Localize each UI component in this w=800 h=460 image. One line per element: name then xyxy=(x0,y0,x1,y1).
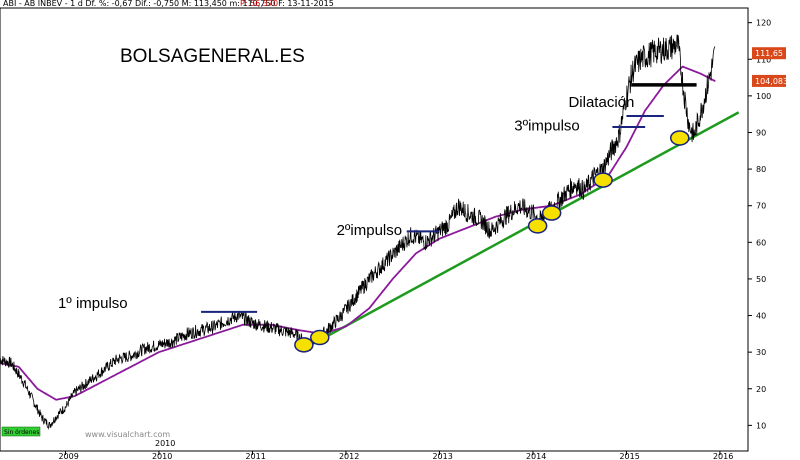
y-tick-label: 110 xyxy=(756,55,771,64)
annotation-label: 2ºimpulso xyxy=(337,222,403,239)
sin-ordenes-badge: Sin órdenes xyxy=(1,426,41,437)
price-badges: 104,083 111,65 xyxy=(752,47,788,87)
y-tick-label: 40 xyxy=(756,312,766,321)
y-tick-label: 20 xyxy=(756,385,766,394)
y-tick-label: 60 xyxy=(756,238,766,247)
x-tick-label: 2013 xyxy=(432,452,452,460)
support-circle xyxy=(294,337,314,353)
y-tick-label: 120 xyxy=(756,19,771,28)
x-axis: 2009 2010 2011 2012 2013 2014 2015 2016 xyxy=(58,451,733,460)
y-tick-label: 70 xyxy=(756,202,766,211)
x-tick-label: 2012 xyxy=(339,452,359,460)
chart-header-info: ABI - AB INBEV - 1 d Df. %: -0,67 Dif.: … xyxy=(3,0,334,8)
y-tick-label: 90 xyxy=(756,128,766,137)
support-circle xyxy=(669,130,690,146)
support-circle xyxy=(310,329,330,346)
price-badge-label: 104,083 xyxy=(755,77,788,86)
x-tick-label: 2010 xyxy=(152,452,172,460)
chart-header-p: P: 56,370 xyxy=(240,0,278,8)
x-tick-label: 2015 xyxy=(619,452,639,460)
plot-frame xyxy=(0,7,749,452)
price-badge xyxy=(752,74,786,87)
y-tick-label: 100 xyxy=(756,92,771,101)
x-tick-label: 2011 xyxy=(245,452,265,460)
series-layer xyxy=(0,34,740,430)
annotation-label: 1º impulso xyxy=(58,295,128,312)
price-badge-label: 111,65 xyxy=(755,49,783,58)
price-line xyxy=(0,34,716,430)
support-circle xyxy=(593,172,613,188)
y-tick-label: 50 xyxy=(756,275,766,284)
y-axis: 10 20 30 40 50 60 70 80 90 100 110 120 xyxy=(748,19,771,430)
y-tick-label: 10 xyxy=(756,421,766,430)
price-badge xyxy=(752,47,786,60)
sin-ordenes-label: Sin órdenes xyxy=(4,429,39,436)
annotation-label: Dilatación xyxy=(568,94,634,111)
support-circle xyxy=(527,218,548,234)
support-circle xyxy=(541,205,562,221)
y-tick-label: 30 xyxy=(756,348,766,357)
watermark: www.visualchart.com xyxy=(85,430,170,439)
annotations-layer: 1º impulso 2ºimpulso 3ºimpulso Dilatación xyxy=(58,94,664,313)
brand-title: BOLSAGENERAL.ES xyxy=(120,46,305,67)
annotation-label: 3ºimpulso xyxy=(514,118,580,135)
x-tick-label: 2009 xyxy=(58,452,78,460)
x-tick-label: 2016 xyxy=(713,452,733,460)
y-tick-label: 80 xyxy=(756,165,766,174)
inner-year-label: 2010 xyxy=(155,439,175,448)
x-tick-label: 2014 xyxy=(526,452,546,460)
